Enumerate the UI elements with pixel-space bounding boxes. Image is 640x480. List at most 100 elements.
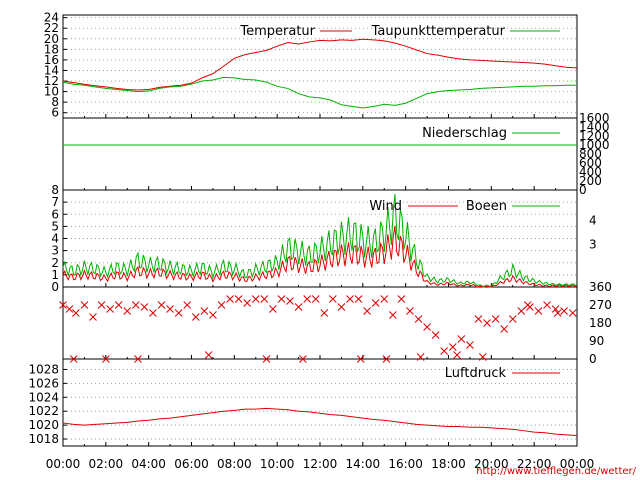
x-tick-label: 16:00	[388, 457, 423, 471]
y-tick-label: 1018	[28, 432, 59, 446]
x-tick-label: 14:00	[346, 457, 381, 471]
direction-marker	[183, 301, 192, 309]
direction-marker	[423, 323, 431, 331]
y-tick-label: 1024	[28, 390, 59, 404]
direction-marker	[414, 315, 423, 323]
legend-label-taupunkttemperatur: Taupunkttemperatur	[371, 24, 506, 39]
direction-marker	[453, 351, 461, 359]
series-line-boeen	[62, 194, 578, 288]
direction-marker	[311, 295, 320, 303]
direction-marker	[517, 307, 526, 315]
y-tick-label: 22	[44, 21, 59, 35]
y-tick-label: 8	[51, 183, 59, 197]
direction-marker	[500, 325, 509, 333]
series-line-wind	[62, 226, 578, 288]
direction-marker	[209, 311, 217, 319]
y-tick-label: 6	[51, 106, 59, 120]
direction-marker	[491, 315, 500, 323]
direction-marker	[71, 309, 80, 317]
direction-marker	[416, 353, 425, 361]
direction-marker	[320, 309, 329, 317]
direction-marker	[174, 309, 183, 317]
y-tick-label: 14	[44, 63, 59, 77]
y-tick-label-right: 180	[589, 316, 612, 330]
direction-marker	[363, 307, 371, 315]
legend-label-wind: Wind	[369, 199, 402, 214]
direction-marker	[560, 307, 569, 315]
y-tick-label: 5	[51, 219, 59, 233]
y-tick-label: 7	[51, 195, 59, 209]
direction-marker	[89, 313, 97, 321]
y-tick-label: 10	[44, 85, 59, 99]
direction-marker	[337, 303, 346, 311]
y-tick-label-right: 90	[589, 334, 604, 348]
direction-marker	[356, 355, 365, 363]
y-tick-label-right: 1200	[579, 129, 610, 143]
direction-marker	[166, 305, 174, 313]
legend-label-boeen: Boeen	[466, 199, 507, 214]
direction-marker	[431, 331, 440, 339]
direction-marker	[217, 301, 226, 309]
direction-marker	[523, 301, 532, 309]
y-tick-label: 6	[51, 207, 59, 221]
y-tick-label-right: 1600	[579, 111, 610, 125]
y-tick-label: 16	[44, 53, 59, 67]
y-tick-label: 1028	[28, 362, 59, 376]
x-tick-label: 10:00	[260, 457, 295, 471]
legend-label-luftdruck: Luftdruck	[445, 366, 507, 381]
y-tick-label: 1026	[28, 376, 59, 390]
direction-marker	[553, 309, 562, 317]
direction-marker	[243, 299, 252, 307]
direction-marker	[299, 355, 307, 363]
direction-marker	[262, 355, 271, 363]
y-tick-label: 3	[51, 244, 59, 258]
y-tick-label: 0	[51, 280, 59, 294]
direction-marker	[406, 307, 414, 315]
y-tick-label: 24	[44, 11, 59, 25]
x-tick-label: 22:00	[517, 457, 552, 471]
x-tick-label: 00:00	[46, 457, 81, 471]
y-tick-label: 1	[51, 268, 59, 282]
direction-marker	[204, 351, 213, 359]
x-tick-label: 18:00	[431, 457, 466, 471]
y-tick-label: 8	[51, 95, 59, 109]
direction-marker	[448, 343, 457, 351]
direction-marker	[354, 295, 363, 303]
x-tick-label: 20:00	[474, 457, 509, 471]
direction-marker	[466, 341, 474, 349]
direction-marker	[371, 299, 380, 307]
direction-marker	[380, 295, 389, 303]
credit-url: http://www.tiefflegen.de/wetter/	[476, 466, 636, 477]
direction-marker	[69, 355, 78, 363]
series-line-luftdruck	[62, 407, 578, 437]
series-line-temperatur	[62, 38, 578, 91]
direction-marker	[269, 305, 277, 313]
direction-marker	[286, 297, 294, 305]
direction-marker	[226, 295, 234, 303]
y-tick-label-right: 1400	[579, 120, 610, 134]
y-tick-label-right: 800	[579, 147, 602, 161]
direction-marker	[134, 355, 142, 363]
direction-marker	[294, 303, 303, 311]
panel-frame-4	[62, 286, 578, 360]
direction-marker	[474, 315, 483, 323]
direction-marker	[388, 311, 397, 319]
y-tick-label: 1020	[28, 418, 59, 432]
direction-marker	[551, 305, 560, 313]
direction-marker	[59, 301, 67, 309]
direction-marker	[191, 313, 200, 321]
direction-marker	[101, 355, 110, 363]
y-tick-label: 2	[51, 256, 59, 270]
direction-marker	[157, 301, 166, 309]
y-tick-label-right: 0	[579, 183, 587, 197]
y-tick-label-right: 400	[579, 165, 602, 179]
x-tick-label: 12:00	[303, 457, 338, 471]
direction-marker	[65, 305, 74, 313]
legend-label-temperatur: Temperatur	[239, 24, 315, 39]
y-tick-label: 4	[51, 232, 59, 246]
x-tick-label: 08:00	[217, 457, 252, 471]
direction-marker	[568, 309, 577, 317]
direction-marker	[478, 353, 487, 361]
direction-marker	[97, 301, 106, 309]
